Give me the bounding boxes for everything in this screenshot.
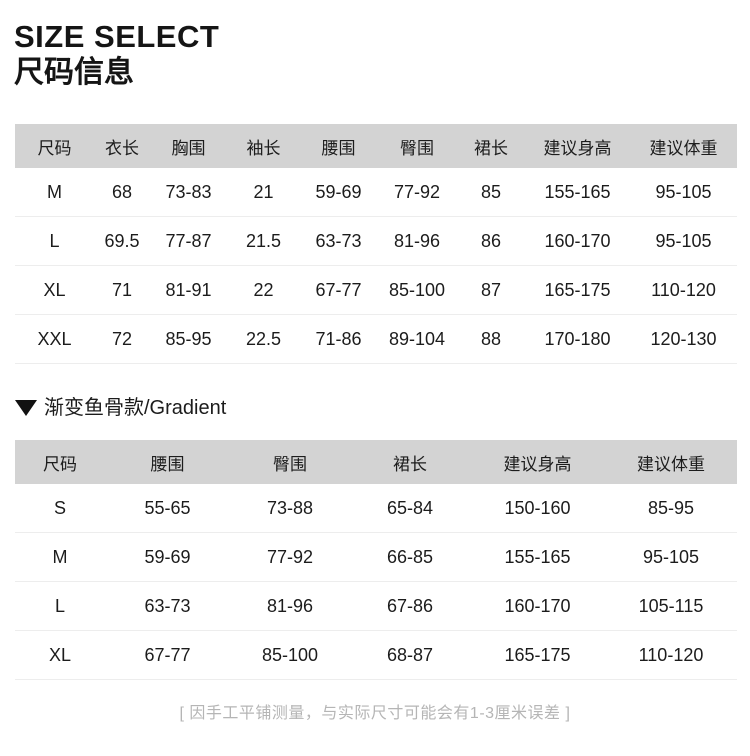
table-cell: 66-85 [350,532,470,582]
table-cell: 67-77 [300,265,377,315]
table-cell: 150-160 [470,484,605,533]
table-cell: 73-83 [150,168,227,217]
table-cell: 81-96 [230,581,350,631]
table-cell: 68 [94,168,150,217]
table-cell: 87 [457,265,525,315]
page-header: SIZE SELECT 尺码信息 [0,0,750,89]
column-header-suggested-weight: 建议体重 [630,124,737,168]
table-cell: 59-69 [105,532,230,582]
page-title-english: SIZE SELECT [14,19,220,54]
spacer [0,420,750,440]
table-cell: 22 [227,265,300,315]
column-header-size: 尺码 [15,124,94,168]
column-header-waist: 腰围 [105,440,230,484]
column-header-suggested-weight: 建议体重 [605,440,737,484]
table-header-row: 尺码 腰围 臀围 裙长 建议身高 建议体重 [15,440,737,484]
table-cell: 81-96 [377,216,457,266]
table-cell: 85-95 [605,484,737,533]
table-row-xl: XL 71 81-91 22 67-77 85-100 87 165-175 1… [15,265,737,315]
table-row-xl: XL 67-77 85-100 68-87 165-175 110-120 [15,630,737,680]
column-header-sleeve-length: 袖长 [227,124,300,168]
table-cell: 85-95 [150,314,227,364]
table-cell: 165-175 [470,630,605,680]
measurement-note: [ 因手工平铺测量，与实际尺寸可能会有1-3厘米误差 ] [179,705,571,722]
column-header-hip: 臀围 [377,124,457,168]
table-cell: 67-77 [105,630,230,680]
section-label-text: 渐变鱼骨款/Gradient [44,397,227,419]
table-cell: 72 [94,314,150,364]
table-cell: 68-87 [350,630,470,680]
table-cell: 77-92 [377,168,457,217]
table-cell: 21 [227,168,300,217]
table-cell: 69.5 [94,216,150,266]
table-cell: M [15,532,105,582]
table-cell: 89-104 [377,314,457,364]
table-cell: 95-105 [605,532,737,582]
column-header-waist: 腰围 [300,124,377,168]
table-cell: 170-180 [525,314,630,364]
table-cell: 85-100 [230,630,350,680]
table-row-l: L 63-73 81-96 67-86 160-170 105-115 [15,581,737,631]
table-cell: 59-69 [300,168,377,217]
table-cell: 22.5 [227,314,300,364]
table-cell: 120-130 [630,314,737,364]
table-cell: 110-120 [605,630,737,680]
table-cell: XL [15,265,94,315]
table-cell: XXL [15,314,94,364]
column-header-bust: 胸围 [150,124,227,168]
table-cell: 73-88 [230,484,350,533]
table-cell: 155-165 [470,532,605,582]
column-header-garment-length: 衣长 [94,124,150,168]
table-cell: L [15,216,94,266]
table-cell: 160-170 [525,216,630,266]
table-cell: XL [15,630,105,680]
table-cell: 95-105 [630,168,737,217]
table-row-m: M 59-69 77-92 66-85 155-165 95-105 [15,532,737,582]
table-cell: M [15,168,94,217]
table-row-xxl: XXL 72 85-95 22.5 71-86 89-104 88 170-18… [15,314,737,364]
table-cell: 155-165 [525,168,630,217]
table-cell: 65-84 [350,484,470,533]
table-header-row: 尺码 衣长 胸围 袖长 腰围 臀围 裙长 建议身高 建议体重 [15,124,737,168]
column-header-size: 尺码 [15,440,105,484]
table-cell: 110-120 [630,265,737,315]
table-cell: 81-91 [150,265,227,315]
table-cell: 55-65 [105,484,230,533]
table-cell: 21.5 [227,216,300,266]
table-cell: 77-92 [230,532,350,582]
table-cell: 88 [457,314,525,364]
table-cell: 105-115 [605,581,737,631]
table-cell: 67-86 [350,581,470,631]
triangle-down-icon [15,400,37,416]
table-cell: 63-73 [300,216,377,266]
table-cell: 71-86 [300,314,377,364]
table-row-s: S 55-65 73-88 65-84 150-160 85-95 [15,484,737,533]
table-cell: 160-170 [470,581,605,631]
table-cell: 86 [457,216,525,266]
column-header-suggested-height: 建议身高 [470,440,605,484]
table-row-l: L 69.5 77-87 21.5 63-73 81-96 86 160-170… [15,216,737,266]
table-cell: 85-100 [377,265,457,315]
gradient-section-label: 渐变鱼骨款/Gradient [15,396,750,420]
table-cell: L [15,581,105,631]
table-cell: 63-73 [105,581,230,631]
size-table-gradient: 尺码 腰围 臀围 裙长 建议身高 建议体重 S 55-65 73-88 65-8… [15,440,737,680]
page-title-chinese: 尺码信息 [14,56,134,89]
table-row-m: M 68 73-83 21 59-69 77-92 85 155-165 95-… [15,168,737,217]
table-cell: 71 [94,265,150,315]
column-header-suggested-height: 建议身高 [525,124,630,168]
table-cell: 165-175 [525,265,630,315]
size-table-main: 尺码 衣长 胸围 袖长 腰围 臀围 裙长 建议身高 建议体重 M 68 73-8… [15,124,737,364]
column-header-skirt-length: 裙长 [457,124,525,168]
table-cell: S [15,484,105,533]
table-cell: 77-87 [150,216,227,266]
table-cell: 85 [457,168,525,217]
table-cell: 95-105 [630,216,737,266]
column-header-hip: 臀围 [230,440,350,484]
column-header-skirt-length: 裙长 [350,440,470,484]
